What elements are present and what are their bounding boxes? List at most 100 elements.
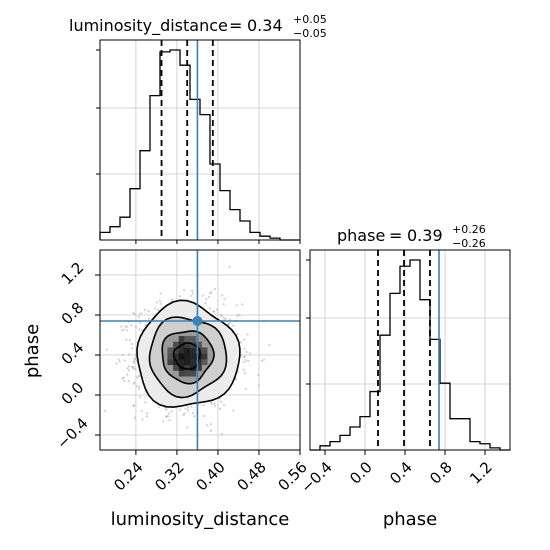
x-tick-label-3: 0.48 [233,458,269,494]
sample-point [157,308,160,312]
sample-point [105,348,109,351]
sample-point [132,382,135,385]
sample-point [130,323,133,327]
sample-point [228,318,232,321]
sample-point [206,424,209,427]
sample-point [221,294,224,297]
sample-point [243,355,246,358]
sample-point [241,303,244,306]
x-tick-label-0: 0.24 [110,458,146,494]
sample-point [147,309,150,313]
marginal-luminosity-distance-panel [96,39,301,244]
sample-point [210,291,213,294]
x-tick-label-2: 0.40 [192,458,228,494]
sample-point [242,368,245,371]
sample-point [170,410,173,413]
density-pixel [178,353,185,360]
density-pixel [167,353,174,360]
sample-point [249,352,252,355]
sample-point [204,302,207,305]
sample-point [268,343,271,346]
sample-point [178,408,182,411]
sample-point [209,401,213,404]
sample-point [141,418,144,421]
sample-point [147,317,151,320]
sample-point [238,313,241,316]
sample-point [137,387,141,391]
density-pixel [173,341,180,348]
density-pixel [178,335,185,343]
sample-point [223,298,226,301]
sample-point [260,359,264,363]
sample-point [126,329,129,332]
sample-point [236,314,239,318]
sample-point [122,328,126,331]
sample-point [182,288,186,292]
y-tick-label-4: 1.2 [58,259,88,289]
title-plus: +0.26 [452,223,486,236]
sample-point [127,379,130,383]
sample-point [135,385,138,388]
sample-point [191,289,194,292]
sample-point [243,347,246,350]
x-tick-label-4: 1.2 [466,458,496,488]
sample-point [224,317,227,320]
sample-point [136,376,139,379]
sample-point [144,401,147,404]
sample-point [127,369,131,372]
sample-point [190,294,193,297]
density-pixel [173,364,180,371]
sample-point [125,338,128,341]
sample-point [128,365,131,368]
title-minus: −0.05 [293,27,327,40]
marginal-phase-panel: −0.4 0.0 0.4 0.8 1.2 [297,249,511,497]
title-main: phase [337,226,385,245]
sample-point [202,404,205,407]
sample-point [244,387,247,391]
joint-panel: 0.24 0.32 0.40 0.48 0.56−0.40.00.40.81.2 [53,249,311,494]
sample-point [220,313,223,317]
x-tick-label-1: 0.0 [346,458,376,488]
density-pixel [184,364,191,371]
sample-point [209,429,212,432]
sample-point [202,414,206,418]
truth-marker [192,316,203,326]
sample-point [207,295,211,299]
sample-point [126,367,129,370]
y-tick-label-3: 0.8 [58,299,88,329]
sample-point [117,358,120,361]
sample-point [232,324,235,327]
sample-point [126,373,129,376]
sample-point [173,455,175,457]
sample-point [186,426,189,429]
sample-point [239,341,242,344]
sample-point [103,409,106,412]
sample-point [132,405,135,408]
sample-point [168,418,171,422]
sample-point [138,395,142,398]
x-tick-label-1: 0.32 [151,458,187,494]
sample-point [218,407,222,410]
sample-point [146,464,148,466]
sample-point [159,302,162,305]
sample-point [128,339,132,342]
sample-point [130,347,134,350]
sample-point [246,333,249,336]
sample-point [212,310,216,313]
sample-point [128,353,131,356]
density-pixel [190,358,197,366]
sample-point [145,415,149,418]
sample-point [132,361,135,364]
sample-point [191,292,195,295]
y-axis-label-phase: phase [22,324,43,378]
title-median: 0.34 [247,16,283,35]
sample-point [133,367,136,371]
sample-point [118,360,121,363]
sample-point [186,409,190,412]
sample-point [158,299,162,303]
density-pixel [167,347,174,354]
density-pixel [195,364,202,371]
sample-point [213,287,217,290]
sample-point [131,366,134,369]
